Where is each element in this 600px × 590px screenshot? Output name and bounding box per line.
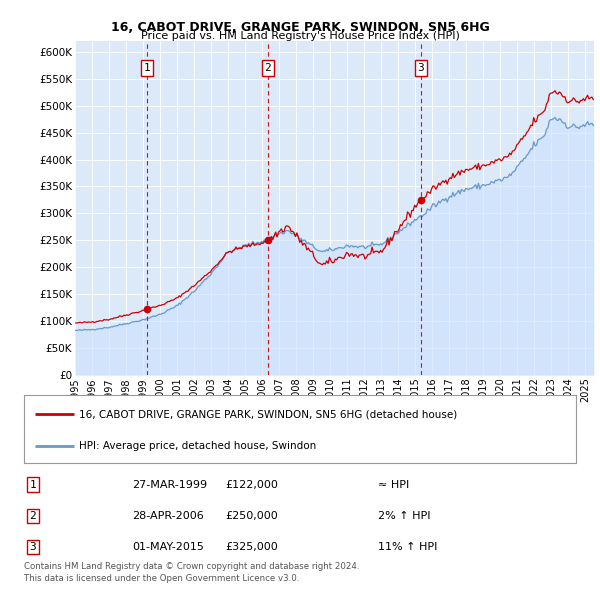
Text: 2: 2 — [29, 511, 37, 521]
Text: £250,000: £250,000 — [226, 511, 278, 521]
Text: 3: 3 — [418, 63, 424, 73]
Text: £325,000: £325,000 — [226, 542, 278, 552]
Text: 2% ↑ HPI: 2% ↑ HPI — [378, 511, 431, 521]
Text: 3: 3 — [29, 542, 37, 552]
Text: 1: 1 — [29, 480, 37, 490]
Text: ≈ HPI: ≈ HPI — [378, 480, 409, 490]
Text: 16, CABOT DRIVE, GRANGE PARK, SWINDON, SN5 6HG: 16, CABOT DRIVE, GRANGE PARK, SWINDON, S… — [110, 21, 490, 34]
Text: 2: 2 — [265, 63, 271, 73]
Text: 28-APR-2006: 28-APR-2006 — [132, 511, 204, 521]
Text: 27-MAR-1999: 27-MAR-1999 — [132, 480, 207, 490]
Text: 01-MAY-2015: 01-MAY-2015 — [132, 542, 204, 552]
Text: 16, CABOT DRIVE, GRANGE PARK, SWINDON, SN5 6HG (detached house): 16, CABOT DRIVE, GRANGE PARK, SWINDON, S… — [79, 409, 457, 419]
Text: 11% ↑ HPI: 11% ↑ HPI — [378, 542, 437, 552]
Text: Price paid vs. HM Land Registry's House Price Index (HPI): Price paid vs. HM Land Registry's House … — [140, 31, 460, 41]
Text: £122,000: £122,000 — [226, 480, 278, 490]
Text: 1: 1 — [144, 63, 151, 73]
Text: Contains HM Land Registry data © Crown copyright and database right 2024.
This d: Contains HM Land Registry data © Crown c… — [24, 562, 359, 583]
Text: HPI: Average price, detached house, Swindon: HPI: Average price, detached house, Swin… — [79, 441, 316, 451]
